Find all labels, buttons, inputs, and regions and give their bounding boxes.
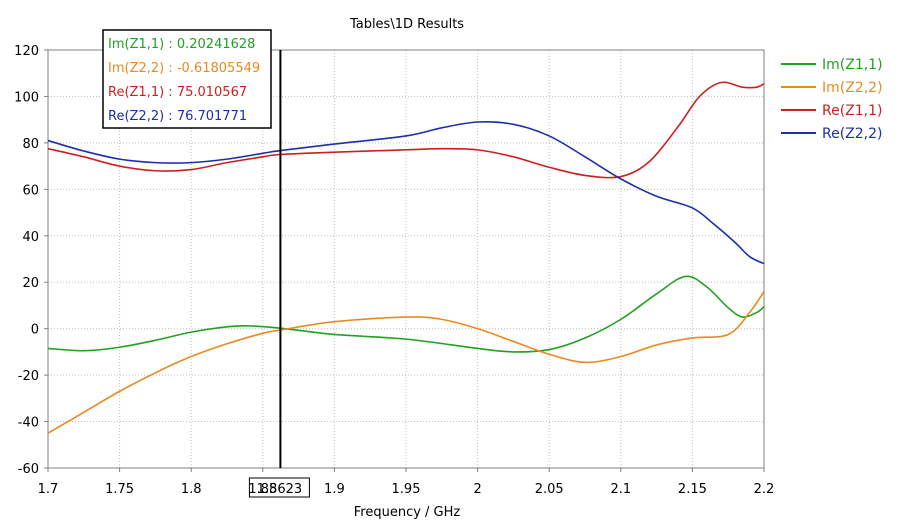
marker-readout-box: Im(Z1,1) : 0.20241628 Im(Z2,2) : -0.61805… [102, 29, 272, 129]
marker-label: 1.8623 [257, 482, 303, 497]
y-tick-label: 120 [14, 44, 39, 59]
x-tick-label: 1.7 [38, 482, 59, 497]
x-axis-label: Frequency / GHz [354, 505, 461, 520]
series-line-im-z1-1 [47, 275, 765, 353]
y-tick-label: -40 [18, 416, 39, 431]
series-line-re-z2-2 [47, 120, 765, 265]
x-tick-label: 1.75 [105, 482, 134, 497]
x-tick-label: 1.95 [392, 482, 421, 497]
legend[interactable]: Im(Z1,1) Im(Z2,2) Re(Z1,1) Re(Z2,2) [781, 57, 883, 142]
x-tick-label: 2.05 [535, 482, 564, 497]
y-tick-label: 20 [22, 276, 39, 291]
y-tick-label: 100 [14, 90, 39, 105]
y-tick-label: 40 [22, 230, 39, 245]
readout-entry: Re(Z2,2) : 76.701771 [108, 109, 247, 124]
readout-box-frame [102, 29, 272, 129]
legend-entry[interactable]: Im(Z1,1) [822, 57, 883, 73]
y-tick-label: 60 [22, 183, 39, 198]
y-tick-label: -20 [18, 369, 39, 384]
x-tick-label: 2.2 [754, 482, 775, 497]
x-tick-label: 1.85 [248, 482, 277, 497]
x-tick-label: 2.15 [678, 482, 707, 497]
readout-entry: Im(Z2,2) : -0.61805549 [108, 61, 260, 76]
x-tick-labels: 1.7 1.75 1.8 1.85 1.9 1.95 2 2.05 2.1 2.15 2.2 [38, 482, 775, 497]
series-line-im-z2-2 [47, 291, 765, 434]
readout-entry: Im(Z1,1) : 0.20241628 [108, 37, 255, 52]
marker-label-box [248, 477, 310, 498]
x-tick-label: 1.8 [181, 482, 202, 497]
x-tick-label: 2 [473, 482, 481, 497]
readout-entry: Re(Z1,1) : 75.010567 [108, 85, 247, 100]
y-tick-label: 0 [31, 323, 39, 338]
y-tick-label: 80 [22, 137, 39, 152]
y-tick-labels: 120 100 80 60 40 20 0 -20 -40 -60 [14, 44, 39, 477]
marker[interactable]: 1.8623 [248, 50, 310, 498]
chart-title: Tables\1D Results [349, 17, 464, 32]
series-lines [47, 81, 765, 434]
series-line-re-z1-1 [47, 81, 765, 179]
plot-frame [47, 49, 765, 469]
y-tick-label: -60 [18, 462, 39, 477]
x-tick-label: 2.1 [610, 482, 631, 497]
legend-entry[interactable]: Im(Z2,2) [822, 80, 883, 96]
x-tick-label: 1.9 [324, 482, 345, 497]
legend-entry[interactable]: Re(Z1,1) [822, 103, 883, 119]
legend-entry[interactable]: Re(Z2,2) [822, 126, 883, 142]
